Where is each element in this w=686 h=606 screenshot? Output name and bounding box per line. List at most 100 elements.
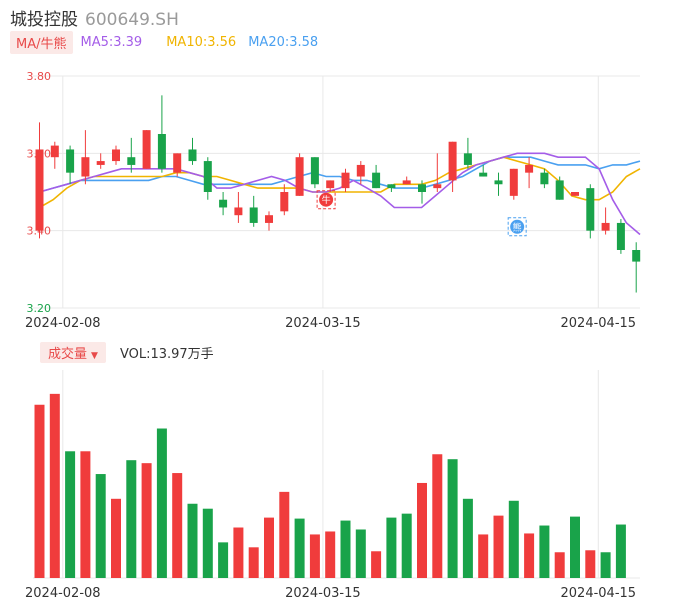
candle-body: [326, 180, 335, 189]
candle-body: [433, 184, 442, 189]
candlestick: [463, 137, 472, 169]
candle-body: [402, 180, 411, 185]
candle-body: [81, 157, 90, 177]
candle-body: [280, 192, 289, 212]
volume-date-label: 2024-04-15: [561, 586, 637, 601]
candlestick: [173, 153, 182, 177]
candle-body: [249, 207, 258, 223]
volume-bar: [34, 404, 45, 578]
volume-bar: [493, 515, 504, 578]
candlestick: [616, 219, 625, 254]
candlestick: [112, 145, 120, 165]
candlestick: [372, 164, 381, 189]
volume-bar: [386, 517, 397, 578]
candle-body: [295, 157, 304, 196]
candle-body: [494, 180, 503, 185]
caret-down-icon: ▼: [91, 350, 98, 361]
volume-bar: [371, 551, 382, 578]
candle-body: [35, 149, 44, 231]
volume-date-label: 2024-03-15: [285, 586, 361, 601]
price-date-label: 2024-02-08: [25, 316, 101, 331]
candlestick: [494, 172, 503, 196]
volume-bar: [49, 393, 60, 578]
candle-body: [157, 134, 166, 169]
ma5-line: [39, 152, 641, 236]
volume-bar: [600, 552, 611, 578]
candlestick: [479, 164, 488, 177]
candlestick: [234, 192, 243, 223]
candlestick: [387, 184, 396, 192]
volume-bar: [585, 550, 596, 578]
candle-body: [387, 184, 396, 189]
candle-body: [448, 141, 457, 181]
marker-frame: [316, 190, 336, 210]
price-date-label: 2024-03-15: [285, 316, 361, 331]
candlestick: [50, 141, 59, 169]
bull-marker: 牛: [316, 190, 336, 210]
volume-bar: [141, 463, 152, 578]
candle-body: [127, 157, 136, 165]
stock-code: 600649.SH: [85, 10, 179, 30]
candle-body: [112, 149, 120, 162]
volume-bar: [248, 547, 259, 578]
candlestick: [310, 157, 319, 189]
candle-body: [341, 172, 350, 189]
volume-bar: [539, 525, 550, 578]
candle-body: [418, 184, 426, 192]
marker-dot: [319, 192, 334, 207]
candle-body: [463, 153, 472, 165]
volume-bar: [340, 520, 351, 578]
volume-bar: [508, 500, 519, 578]
candlestick: [188, 137, 197, 165]
volume-bar: [279, 491, 290, 578]
volume-bar: [65, 451, 76, 578]
candle-body: [601, 222, 610, 231]
volume-bar: [615, 524, 626, 578]
candle-body: [265, 215, 273, 223]
candle-body: [356, 164, 365, 177]
candlestick: [586, 184, 595, 239]
candlestick: [356, 161, 365, 185]
candlestick: [433, 153, 442, 192]
candle-body: [509, 168, 518, 196]
price-date-label: 2024-04-15: [561, 316, 637, 331]
candlestick: [127, 137, 136, 173]
candle-body: [616, 222, 625, 250]
volume-bar: [309, 534, 320, 578]
volume-tag-label: 成交量: [48, 346, 88, 362]
candlestick: [555, 176, 564, 200]
price-tick-label: 3.40: [27, 225, 52, 238]
volume-date-label: 2024-02-08: [25, 586, 101, 601]
volume-bar: [187, 503, 198, 578]
marker-dot: [510, 219, 525, 234]
candlestick: [448, 141, 457, 192]
ma-bull-bear-toggle[interactable]: MA/牛熊: [10, 30, 73, 54]
volume-indicator-row: 成交量 ▼ VOL:13.97万手: [40, 341, 214, 363]
candle-body: [540, 172, 549, 185]
volume-bar: [218, 542, 229, 578]
volume-bar: [554, 552, 565, 578]
candlestick: [540, 168, 549, 189]
candle-body: [372, 172, 381, 189]
volume-bar: [325, 531, 336, 578]
candle-body: [586, 188, 595, 231]
candlestick: [96, 153, 105, 169]
ma-indicator-row: MA/牛熊 MA5:3.39 MA10:3.56 MA20:3.58: [10, 30, 318, 54]
volume-bar: [202, 508, 213, 578]
candle-body: [479, 172, 488, 177]
candlestick: [66, 145, 75, 185]
volume-bar: [570, 516, 580, 578]
volume-bar: [401, 513, 412, 578]
candle-body: [142, 130, 151, 169]
volume-dropdown[interactable]: 成交量 ▼: [40, 341, 106, 363]
candlestick: [601, 207, 610, 235]
marker-frame: [507, 217, 527, 237]
candle-body: [203, 161, 212, 192]
ma5-value: MA5:3.39: [80, 34, 143, 50]
candlestick: [402, 176, 411, 185]
volume-bar: [156, 428, 167, 578]
volume-bar: [126, 460, 137, 578]
stock-name: 城投控股: [10, 10, 78, 30]
bear-marker: 熊: [507, 217, 527, 237]
